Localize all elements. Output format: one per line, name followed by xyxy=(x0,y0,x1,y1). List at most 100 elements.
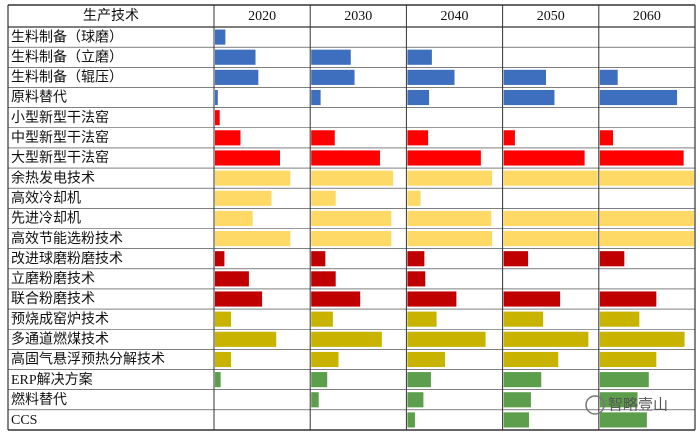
bar xyxy=(215,130,241,146)
bar xyxy=(503,412,530,428)
row-label: 多通道燃煤技术 xyxy=(11,331,109,348)
row-label: 先进冷却机 xyxy=(11,211,81,227)
bar xyxy=(311,251,326,267)
row-label: 生料制备（立磨） xyxy=(11,48,123,65)
bar xyxy=(311,210,392,226)
column-header: 2060 xyxy=(633,9,661,24)
bar xyxy=(407,69,455,85)
bar xyxy=(215,210,253,226)
bar xyxy=(311,271,336,287)
row-label: 联合粉磨技术 xyxy=(11,291,95,307)
row-label: 燃料替代 xyxy=(11,391,67,408)
bar xyxy=(215,372,221,388)
bar xyxy=(407,190,421,206)
bar xyxy=(215,49,256,65)
bar xyxy=(215,29,226,45)
bar xyxy=(599,351,657,368)
bar xyxy=(599,231,694,247)
row-label: 立磨粉磨技术 xyxy=(11,271,95,287)
row-label: 高效冷却机 xyxy=(11,189,81,206)
row-label: 生料制备（辊压） xyxy=(11,69,123,86)
row-label: 改进球磨粉磨技术 xyxy=(11,251,123,267)
bar xyxy=(599,130,613,146)
bar xyxy=(407,130,429,146)
bar xyxy=(407,412,415,428)
row-label: 预烧成窑炉技术 xyxy=(11,310,109,327)
bar xyxy=(215,110,220,126)
watermark: 智略壹山 xyxy=(608,396,668,414)
bar xyxy=(599,210,694,226)
bar xyxy=(599,412,647,428)
bar xyxy=(215,89,218,106)
bar xyxy=(407,231,493,247)
bar xyxy=(503,89,555,106)
bar xyxy=(311,291,361,307)
bar xyxy=(311,190,336,206)
bar xyxy=(215,351,232,368)
row-label: 大型新型干法窑 xyxy=(11,149,109,166)
bar xyxy=(215,150,280,166)
bar xyxy=(407,351,446,368)
watermark-group: 智略壹山 xyxy=(585,395,668,415)
bar xyxy=(215,251,225,267)
row-label: CCS xyxy=(11,413,37,428)
bar xyxy=(407,392,424,408)
bar xyxy=(599,311,640,327)
bar xyxy=(503,331,589,347)
bar xyxy=(311,331,382,347)
bar xyxy=(503,170,598,186)
bar xyxy=(503,251,529,267)
bar xyxy=(311,351,339,368)
bar xyxy=(503,351,559,368)
column-header: 2030 xyxy=(344,9,372,24)
bar xyxy=(503,69,546,85)
bar xyxy=(407,170,493,186)
bar xyxy=(503,311,544,327)
bar xyxy=(599,331,685,347)
bar xyxy=(599,291,657,307)
bar xyxy=(599,372,649,388)
bar xyxy=(215,231,291,247)
watermark-icon xyxy=(585,395,605,415)
bar xyxy=(599,170,694,186)
row-label: 高效节能选粉技术 xyxy=(11,230,123,247)
row-label: 余热发电技术 xyxy=(11,169,95,186)
bar xyxy=(311,372,328,388)
bar xyxy=(215,190,272,206)
bar xyxy=(311,170,394,186)
row-label: ERP解决方案 xyxy=(11,371,93,388)
bar xyxy=(407,49,432,65)
bar xyxy=(503,392,531,408)
column-header: 2020 xyxy=(248,9,276,24)
bar xyxy=(407,89,430,106)
bar xyxy=(311,392,319,408)
bar xyxy=(407,311,437,327)
bar xyxy=(311,69,355,85)
bar xyxy=(503,291,561,307)
bar xyxy=(599,392,638,408)
bar xyxy=(311,311,333,327)
row-label: 小型新型干法窑 xyxy=(11,109,109,126)
bar xyxy=(215,271,249,287)
bar xyxy=(215,311,232,327)
bar xyxy=(407,150,481,166)
column-header: 2050 xyxy=(537,9,565,24)
bar xyxy=(407,251,425,267)
bar xyxy=(311,130,335,146)
row-label: 中型新型干法窑 xyxy=(11,129,109,146)
bar xyxy=(311,49,351,65)
bar xyxy=(503,231,598,247)
bar xyxy=(407,271,426,287)
bar xyxy=(503,210,598,226)
bar xyxy=(407,331,486,347)
bar xyxy=(407,372,431,388)
bar xyxy=(407,291,457,307)
bar xyxy=(599,89,678,106)
bar xyxy=(311,89,321,106)
bar xyxy=(599,69,618,85)
bar xyxy=(215,69,259,85)
bar xyxy=(599,251,625,267)
bar xyxy=(503,372,542,388)
